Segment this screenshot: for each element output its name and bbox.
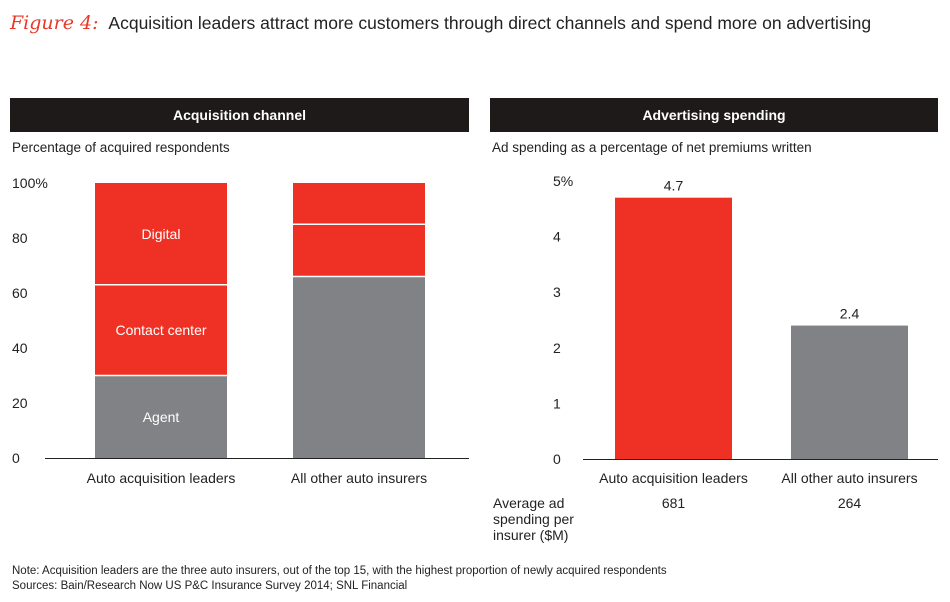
left-segment-label: Contact center — [115, 322, 206, 338]
left-bar-digital-1 — [293, 183, 425, 225]
left-segment-label: Digital — [142, 226, 181, 242]
right-bar-0 — [615, 197, 732, 459]
right-ytick-label: 2 — [553, 340, 561, 356]
sources-text: Sources: Bain/Research Now US P&C Insura… — [12, 580, 408, 592]
left-bar-agent-1 — [293, 276, 425, 458]
right-ytick-label: 5% — [553, 173, 573, 189]
figure-title-text: Acquisition leaders attract more custome… — [108, 13, 872, 33]
left-chart-ylabel: Percentage of acquired respondents — [12, 140, 230, 155]
right-category-label: All other auto insurers — [781, 470, 917, 486]
left-ytick-label: 20 — [12, 395, 28, 411]
right-ytick-label: 0 — [553, 451, 561, 467]
left-segment-label: Agent — [143, 409, 180, 425]
left-bar-contact-center-0 — [95, 284, 227, 376]
right-value-label: 2.4 — [840, 306, 860, 322]
left-bar-contact-center-1 — [293, 224, 425, 277]
right-ytick-label: 1 — [553, 395, 561, 411]
figure-label: Figure 4: — [10, 12, 99, 34]
avg-ad-spending-value: 264 — [838, 495, 862, 511]
right-bar-1 — [791, 325, 908, 459]
left-bar-digital-0 — [95, 183, 227, 285]
avg-ad-spending-row-label: spending per — [493, 511, 574, 527]
left-ytick-label: 40 — [12, 340, 28, 356]
right-panel-header: Advertising spending — [490, 98, 938, 132]
left-ytick-label: 100% — [12, 175, 48, 191]
right-chart-ylabel: Ad spending as a percentage of net premi… — [492, 140, 812, 155]
right-ytick-label: 3 — [553, 284, 561, 300]
left-ytick-label: 0 — [12, 450, 20, 466]
figure-title: Figure 4: Acquisition leaders attract mo… — [10, 12, 940, 34]
right-ytick-label: 4 — [553, 229, 561, 245]
left-panel-header: Acquisition channel — [10, 98, 469, 132]
avg-ad-spending-value: 681 — [662, 495, 686, 511]
left-bar-agent-0 — [95, 375, 227, 458]
right-value-label: 4.7 — [664, 178, 684, 194]
avg-ad-spending-row-label: insurer ($M) — [493, 527, 568, 543]
left-category-label: All other auto insurers — [291, 470, 427, 486]
left-ytick-label: 60 — [12, 285, 28, 301]
left-ytick-label: 80 — [12, 230, 28, 246]
left-category-label: Auto acquisition leaders — [87, 470, 236, 486]
right-category-label: Auto acquisition leaders — [599, 470, 748, 486]
footnotes: Note: Acquisition leaders are the three … — [12, 564, 667, 594]
avg-ad-spending-row-label: Average ad — [493, 495, 564, 511]
note-text: Note: Acquisition leaders are the three … — [12, 565, 667, 577]
